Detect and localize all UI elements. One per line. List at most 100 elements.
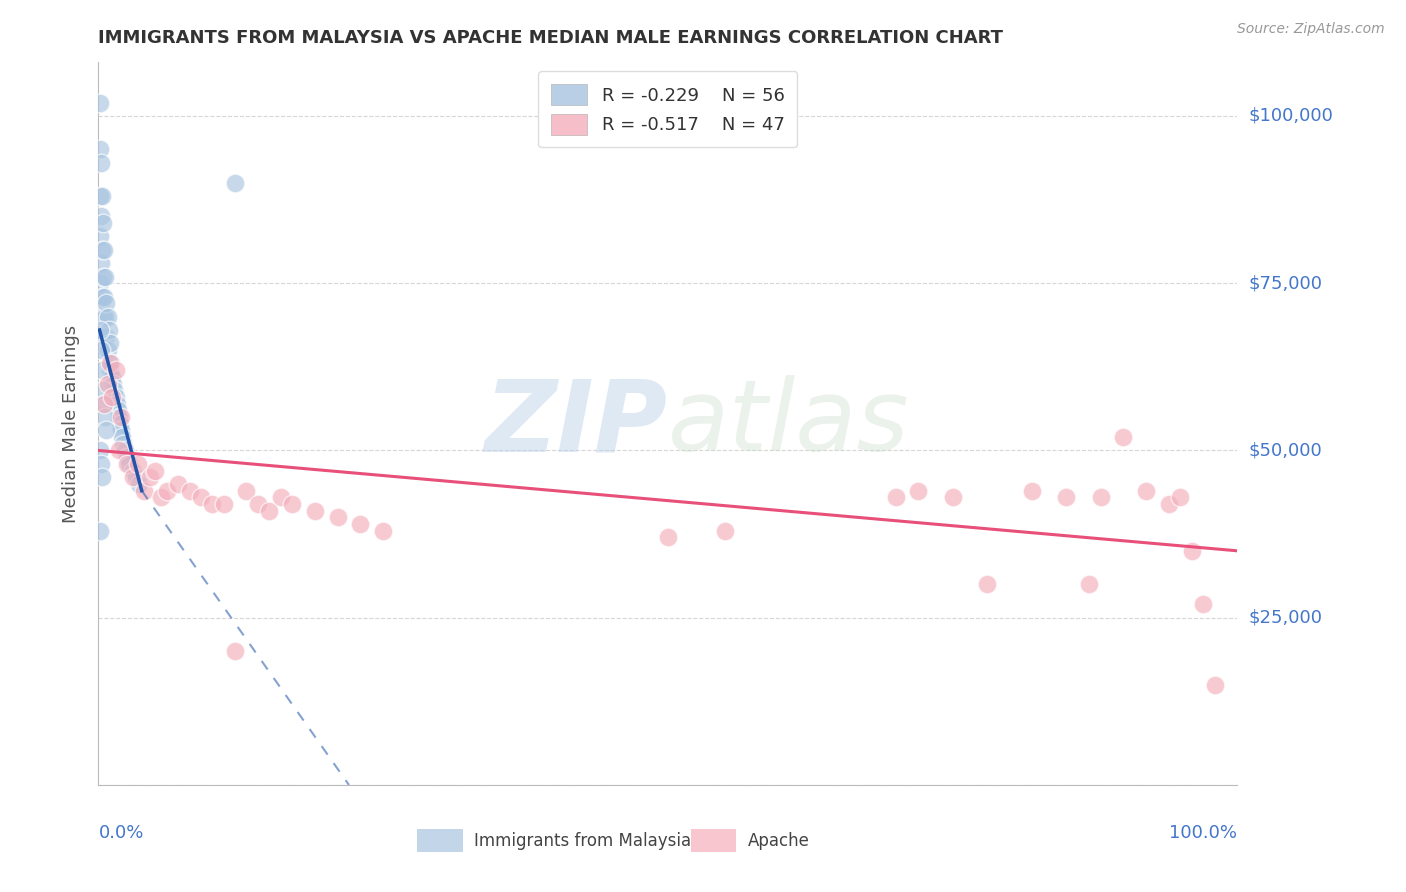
Text: $50,000: $50,000 xyxy=(1249,442,1322,459)
Point xyxy=(100,356,122,371)
Point xyxy=(1181,543,1204,558)
Point xyxy=(224,176,246,190)
Point xyxy=(104,363,127,377)
FancyBboxPatch shape xyxy=(690,829,737,852)
Point xyxy=(1112,430,1135,444)
Point xyxy=(89,443,111,458)
Text: $100,000: $100,000 xyxy=(1249,107,1333,125)
Point xyxy=(89,524,111,538)
Point xyxy=(93,243,115,257)
Point xyxy=(150,490,173,504)
Point xyxy=(1021,483,1043,498)
Point xyxy=(326,510,349,524)
Point xyxy=(90,155,112,169)
Point xyxy=(90,343,112,358)
Point xyxy=(90,209,112,223)
Point xyxy=(108,417,131,431)
Point xyxy=(90,363,112,377)
Point xyxy=(128,476,150,491)
Point xyxy=(281,497,304,511)
Point xyxy=(90,243,112,257)
Point xyxy=(91,216,114,230)
Point xyxy=(138,470,160,484)
Point xyxy=(1192,598,1215,612)
Point xyxy=(96,343,118,358)
Point xyxy=(1170,490,1192,504)
Point xyxy=(89,142,111,157)
Point xyxy=(98,356,121,371)
Point xyxy=(112,436,135,450)
Point xyxy=(349,516,371,531)
Point xyxy=(104,390,127,404)
Point xyxy=(714,524,737,538)
Point xyxy=(115,450,138,464)
Point xyxy=(115,457,138,471)
Point xyxy=(1157,497,1180,511)
Point xyxy=(89,323,111,337)
Point xyxy=(90,256,112,270)
Point xyxy=(97,323,120,337)
Text: Immigrants from Malaysia: Immigrants from Malaysia xyxy=(474,831,692,849)
Point xyxy=(125,470,148,484)
Point xyxy=(108,410,131,425)
Point xyxy=(1054,490,1078,504)
Point xyxy=(1090,490,1112,504)
Point xyxy=(98,363,121,377)
Point xyxy=(103,384,125,398)
Point xyxy=(96,296,118,310)
Point xyxy=(101,390,124,404)
Point xyxy=(121,464,143,478)
Point xyxy=(246,497,269,511)
Point xyxy=(90,296,112,310)
Text: 100.0%: 100.0% xyxy=(1170,824,1237,842)
Point xyxy=(304,503,326,517)
Point xyxy=(259,503,281,517)
Point xyxy=(156,483,179,498)
Point xyxy=(107,403,129,417)
Point xyxy=(110,424,132,438)
Text: atlas: atlas xyxy=(668,376,910,472)
Point xyxy=(201,497,224,511)
Point xyxy=(224,644,246,658)
Point xyxy=(101,369,124,384)
Point xyxy=(1078,577,1101,591)
Point xyxy=(96,376,118,391)
Point xyxy=(145,464,167,478)
Point xyxy=(90,189,112,203)
Point xyxy=(96,424,118,438)
Point xyxy=(179,483,201,498)
Point xyxy=(270,490,292,504)
Point xyxy=(1135,483,1157,498)
Point xyxy=(89,229,111,244)
Text: Source: ZipAtlas.com: Source: ZipAtlas.com xyxy=(1237,22,1385,37)
Text: Apache: Apache xyxy=(748,831,810,849)
Point xyxy=(212,497,235,511)
Text: 0.0%: 0.0% xyxy=(98,824,143,842)
Point xyxy=(96,310,118,324)
Point xyxy=(114,443,136,458)
Point xyxy=(93,396,115,410)
Point xyxy=(942,490,965,504)
Text: IMMIGRANTS FROM MALAYSIA VS APACHE MEDIAN MALE EARNINGS CORRELATION CHART: IMMIGRANTS FROM MALAYSIA VS APACHE MEDIA… xyxy=(98,29,1004,47)
Point xyxy=(884,490,907,504)
Point xyxy=(91,310,114,324)
Y-axis label: Median Male Earnings: Median Male Earnings xyxy=(62,325,80,523)
Text: ZIP: ZIP xyxy=(485,376,668,472)
Point xyxy=(235,483,257,498)
Point xyxy=(90,289,112,303)
Point xyxy=(89,95,111,110)
Point xyxy=(94,310,117,324)
Point xyxy=(118,457,141,471)
Point xyxy=(89,189,111,203)
Point xyxy=(127,457,149,471)
FancyBboxPatch shape xyxy=(418,829,463,852)
Point xyxy=(90,457,112,471)
Point xyxy=(93,289,115,303)
Point xyxy=(121,470,143,484)
Point xyxy=(132,483,155,498)
Point xyxy=(90,470,112,484)
Text: $25,000: $25,000 xyxy=(1249,608,1323,627)
Point xyxy=(371,524,394,538)
Point xyxy=(96,330,118,344)
Point xyxy=(94,410,117,425)
